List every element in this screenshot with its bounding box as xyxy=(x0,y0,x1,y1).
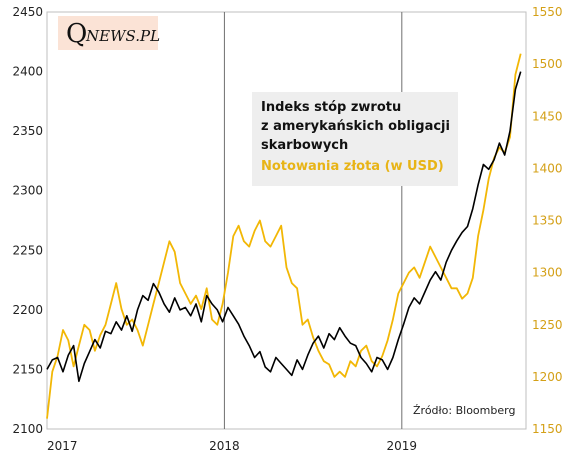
left-tick-label: 2350 xyxy=(12,124,43,138)
x-tick-label: 2018 xyxy=(209,439,240,453)
right-tick-label: 1550 xyxy=(532,5,563,19)
right-tick-label: 1350 xyxy=(532,214,563,228)
source-note: Źródło: Bloomberg xyxy=(413,404,515,417)
legend-line-3: skarbowych xyxy=(261,138,348,153)
legend-background xyxy=(252,92,458,186)
legend-line-gold: Notowania złota (w USD) xyxy=(261,159,444,174)
right-tick-label: 1400 xyxy=(532,161,563,175)
left-tick-label: 2250 xyxy=(12,243,43,257)
legend-line-1: Indeks stóp zwrotu xyxy=(261,100,401,115)
logo-initial: Q xyxy=(66,19,87,49)
gold-price-line xyxy=(46,53,522,419)
right-tick-label: 1300 xyxy=(532,266,563,280)
legend: Indeks stóp zwrotu z amerykańskich oblig… xyxy=(252,92,458,186)
right-tick-label: 1200 xyxy=(532,370,563,384)
x-tick-label: 2019 xyxy=(387,439,418,453)
x-axis-ticks: 2017 2018 2019 xyxy=(47,439,417,453)
plot-frame xyxy=(46,11,527,430)
logo-text: NEWS.PL xyxy=(85,27,160,45)
right-tick-label: 1500 xyxy=(532,57,563,71)
legend-line-2: z amerykańskich obligacji xyxy=(261,119,450,134)
x-tick-label: 2017 xyxy=(47,439,78,453)
right-tick-label: 1250 xyxy=(532,318,563,332)
left-tick-label: 2150 xyxy=(12,362,43,376)
right-tick-label: 1450 xyxy=(532,109,563,123)
left-tick-label: 2400 xyxy=(12,65,43,79)
qnews-logo: Q NEWS.PL xyxy=(58,16,160,50)
series-layer xyxy=(46,53,522,419)
year-separator-lines xyxy=(223,12,403,429)
right-axis-ticks: 1150 1200 1250 1300 1350 1400 1450 1500 1550 xyxy=(532,5,563,436)
left-tick-label: 2300 xyxy=(12,184,43,198)
left-axis-ticks: 2100 2150 2200 2250 2300 2350 2400 2450 xyxy=(12,5,43,436)
left-tick-label: 2100 xyxy=(12,422,43,436)
logo-background xyxy=(58,16,158,50)
left-tick-label: 2200 xyxy=(12,303,43,317)
treasury-index-line xyxy=(46,71,522,383)
left-tick-label: 2450 xyxy=(12,5,43,19)
right-tick-label: 1150 xyxy=(532,422,563,436)
